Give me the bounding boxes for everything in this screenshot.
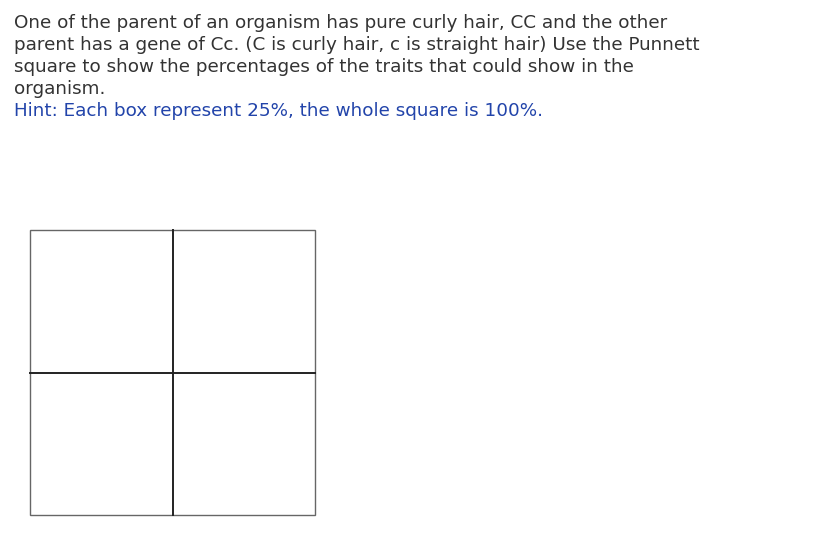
Text: organism.: organism. [14,80,106,98]
Text: parent has a gene of Cc. (C is curly hair, c is straight hair) Use the Punnett: parent has a gene of Cc. (C is curly hai… [14,36,699,54]
Text: square to show the percentages of the traits that could show in the: square to show the percentages of the tr… [14,58,634,76]
Text: One of the parent of an organism has pure curly hair, CC and the other: One of the parent of an organism has pur… [14,14,667,32]
Bar [30,230,315,515]
Text: Hint: Each box represent 25%, the whole square is 100%.: Hint: Each box represent 25%, the whole … [14,102,543,120]
